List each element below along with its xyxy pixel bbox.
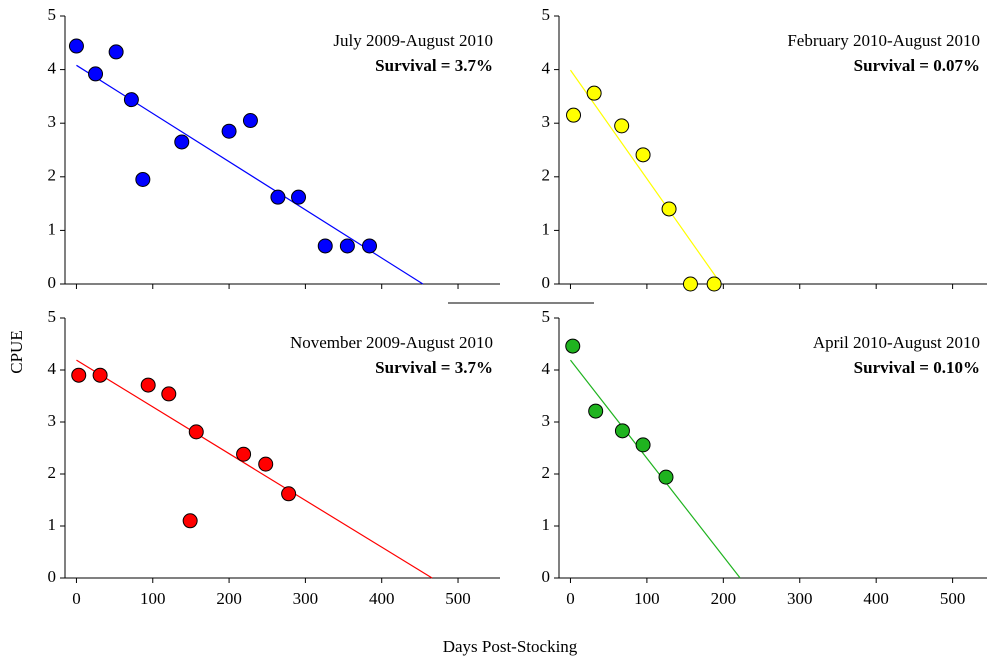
point bbox=[174, 134, 190, 150]
y-axis-label: CPUE bbox=[7, 330, 26, 373]
y-tick-label: 3 bbox=[542, 411, 551, 430]
point bbox=[658, 469, 674, 485]
point bbox=[242, 113, 258, 129]
trend-line bbox=[76, 359, 433, 579]
y-tick-label: 1 bbox=[48, 219, 57, 238]
point bbox=[661, 201, 677, 217]
y-tick-label: 3 bbox=[48, 411, 57, 430]
point bbox=[588, 403, 604, 419]
point bbox=[221, 123, 237, 139]
y-tick-label: 0 bbox=[542, 273, 551, 292]
point bbox=[614, 118, 630, 134]
x-tick-label: 400 bbox=[369, 589, 395, 608]
x-tick-label: 100 bbox=[634, 589, 660, 608]
y-tick-label: 0 bbox=[542, 567, 551, 586]
panel-subtitle: Survival = 0.10% bbox=[854, 358, 980, 377]
y-tick-label: 2 bbox=[48, 463, 57, 482]
point bbox=[92, 367, 108, 383]
point bbox=[586, 85, 602, 101]
x-tick-label: 0 bbox=[72, 589, 81, 608]
y-tick-label: 0 bbox=[48, 567, 57, 586]
point bbox=[614, 423, 630, 439]
point bbox=[135, 171, 151, 187]
point bbox=[140, 377, 156, 393]
y-tick-label: 4 bbox=[542, 359, 551, 378]
point bbox=[182, 513, 198, 529]
panel-subtitle: Survival = 0.07% bbox=[854, 56, 980, 75]
panel-subtitle: Survival = 3.7% bbox=[375, 56, 493, 75]
x-tick-label: 500 bbox=[445, 589, 471, 608]
point bbox=[188, 424, 204, 440]
x-tick-label: 300 bbox=[293, 589, 319, 608]
point bbox=[682, 276, 698, 292]
x-tick-label: 300 bbox=[787, 589, 813, 608]
point bbox=[258, 456, 274, 472]
y-tick-label: 3 bbox=[542, 112, 551, 131]
point bbox=[635, 147, 651, 163]
point bbox=[339, 238, 355, 254]
point bbox=[565, 338, 581, 354]
y-tick-label: 5 bbox=[542, 5, 551, 24]
point bbox=[317, 238, 333, 254]
point bbox=[566, 107, 582, 123]
y-tick-label: 2 bbox=[48, 166, 57, 185]
y-tick-label: 5 bbox=[48, 307, 57, 326]
point bbox=[68, 38, 84, 54]
y-tick-label: 1 bbox=[542, 515, 551, 534]
panel-title: April 2010-August 2010 bbox=[813, 333, 980, 352]
point bbox=[706, 276, 722, 292]
x-tick-label: 0 bbox=[566, 589, 575, 608]
point bbox=[108, 44, 124, 60]
x-tick-label: 500 bbox=[940, 589, 966, 608]
x-tick-label: 100 bbox=[140, 589, 166, 608]
trend-line bbox=[569, 69, 722, 285]
point bbox=[71, 367, 87, 383]
y-tick-label: 1 bbox=[542, 219, 551, 238]
y-tick-label: 2 bbox=[542, 166, 551, 185]
y-tick-label: 5 bbox=[542, 307, 551, 326]
x-tick-label: 200 bbox=[711, 589, 737, 608]
panel-title: February 2010-August 2010 bbox=[787, 31, 980, 50]
y-tick-label: 2 bbox=[542, 463, 551, 482]
point bbox=[88, 66, 104, 82]
y-tick-label: 5 bbox=[48, 5, 57, 24]
point bbox=[635, 437, 651, 453]
y-tick-label: 4 bbox=[542, 59, 551, 78]
trend-line bbox=[569, 359, 741, 579]
y-tick-label: 0 bbox=[48, 273, 57, 292]
point bbox=[291, 189, 307, 205]
point bbox=[123, 92, 139, 108]
x-tick-label: 400 bbox=[863, 589, 889, 608]
y-tick-label: 1 bbox=[48, 515, 57, 534]
point bbox=[281, 486, 297, 502]
y-tick-label: 3 bbox=[48, 112, 57, 131]
panel-title: November 2009-August 2010 bbox=[290, 333, 493, 352]
panel-subtitle: Survival = 3.7% bbox=[375, 358, 493, 377]
point bbox=[161, 386, 177, 402]
point bbox=[270, 189, 286, 205]
panel-title: July 2009-August 2010 bbox=[333, 31, 493, 50]
y-tick-label: 4 bbox=[48, 59, 57, 78]
x-axis-label: Days Post-Stocking bbox=[443, 637, 578, 656]
y-tick-label: 4 bbox=[48, 359, 57, 378]
point bbox=[362, 238, 377, 254]
point bbox=[236, 446, 252, 462]
x-tick-label: 200 bbox=[216, 589, 242, 608]
